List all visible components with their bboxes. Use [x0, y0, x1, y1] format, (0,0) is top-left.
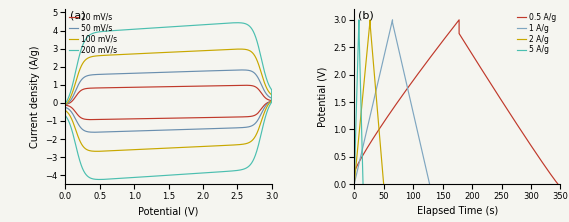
- Line: 100 mV/s: 100 mV/s: [65, 49, 272, 151]
- 0.5 A/g: [555, 183, 562, 186]
- 20 mV/s: [74, 113, 81, 115]
- 5 A/g: [354, 75, 361, 78]
- 20 mV/s: [252, 85, 259, 88]
- 2 A/g: [370, 65, 377, 67]
- 200 mV/s: [83, 37, 90, 40]
- 1 A/g: [406, 93, 413, 96]
- 100 mV/s: [252, 56, 259, 58]
- 1 A/g: [399, 63, 406, 66]
- 1 A/g: [376, 75, 382, 78]
- 5 A/g: [351, 183, 357, 186]
- 1 A/g: [360, 143, 367, 146]
- 200 mV/s: [96, 178, 103, 181]
- 20 mV/s: [242, 84, 249, 87]
- 50 mV/s: [62, 106, 69, 109]
- 20 mV/s: [62, 104, 69, 107]
- 100 mV/s: [62, 109, 69, 112]
- 1 A/g: [351, 183, 357, 186]
- 0.5 A/g: [447, 30, 453, 33]
- 20 mV/s: [62, 103, 69, 106]
- 50 mV/s: [83, 75, 90, 77]
- Line: 0.5 A/g: 0.5 A/g: [354, 20, 558, 184]
- Y-axis label: Current density (A/g): Current density (A/g): [30, 45, 40, 148]
- 50 mV/s: [92, 131, 98, 134]
- 100 mV/s: [263, 86, 270, 89]
- 0.5 A/g: [351, 171, 357, 174]
- 0.5 A/g: [369, 139, 376, 142]
- 2 A/g: [373, 96, 380, 99]
- 5 A/g: [360, 183, 366, 186]
- 50 mV/s: [238, 69, 245, 71]
- 5 A/g: [357, 97, 364, 99]
- 100 mV/s: [62, 103, 69, 106]
- Y-axis label: Potential (V): Potential (V): [318, 66, 328, 127]
- Line: 5 A/g: 5 A/g: [354, 20, 363, 184]
- 100 mV/s: [237, 48, 244, 50]
- Line: 20 mV/s: 20 mV/s: [65, 85, 272, 120]
- 50 mV/s: [62, 103, 69, 106]
- 0.5 A/g: [456, 18, 463, 21]
- Line: 200 mV/s: 200 mV/s: [65, 23, 272, 179]
- 0.5 A/g: [362, 150, 369, 152]
- 20 mV/s: [263, 97, 270, 100]
- 50 mV/s: [74, 121, 81, 123]
- Line: 2 A/g: 2 A/g: [354, 20, 384, 184]
- 100 mV/s: [93, 150, 100, 153]
- 2 A/g: [351, 183, 357, 186]
- 2 A/g: [373, 95, 380, 97]
- 50 mV/s: [252, 73, 259, 75]
- 50 mV/s: [263, 93, 270, 95]
- 1 A/g: [389, 18, 396, 21]
- 2 A/g: [380, 183, 387, 186]
- 5 A/g: [357, 65, 364, 68]
- Legend: 20 mV/s, 50 mV/s, 100 mV/s, 200 mV/s: 20 mV/s, 50 mV/s, 100 mV/s, 200 mV/s: [68, 11, 119, 56]
- 100 mV/s: [150, 147, 156, 150]
- 2 A/g: [364, 52, 370, 55]
- 2 A/g: [361, 75, 368, 78]
- 5 A/g: [356, 18, 362, 21]
- Text: (b): (b): [358, 11, 374, 21]
- 20 mV/s: [89, 118, 96, 121]
- 100 mV/s: [74, 133, 81, 135]
- 1 A/g: [406, 95, 413, 98]
- Text: (a): (a): [69, 11, 85, 21]
- 50 mV/s: [73, 121, 80, 123]
- X-axis label: Potential (V): Potential (V): [138, 206, 199, 216]
- 2 A/g: [354, 143, 361, 146]
- Legend: 0.5 A/g, 1 A/g, 2 A/g, 5 A/g: 0.5 A/g, 1 A/g, 2 A/g, 5 A/g: [516, 11, 558, 56]
- Line: 50 mV/s: 50 mV/s: [65, 70, 272, 132]
- 200 mV/s: [252, 35, 259, 38]
- 2 A/g: [366, 18, 373, 21]
- 1 A/g: [381, 52, 388, 55]
- 200 mV/s: [62, 102, 69, 105]
- 200 mV/s: [62, 114, 69, 117]
- 0.5 A/g: [409, 80, 416, 83]
- 20 mV/s: [83, 87, 90, 90]
- 20 mV/s: [150, 117, 156, 120]
- 0.5 A/g: [548, 174, 555, 176]
- 100 mV/s: [83, 58, 90, 60]
- 50 mV/s: [150, 129, 156, 132]
- 5 A/g: [354, 52, 361, 55]
- 200 mV/s: [263, 77, 270, 79]
- 5 A/g: [352, 143, 358, 146]
- 20 mV/s: [73, 113, 80, 115]
- 200 mV/s: [73, 149, 80, 152]
- X-axis label: Elapsed Time (s): Elapsed Time (s): [417, 206, 498, 216]
- 100 mV/s: [73, 132, 80, 135]
- Line: 1 A/g: 1 A/g: [354, 20, 430, 184]
- 200 mV/s: [74, 150, 81, 153]
- 200 mV/s: [150, 175, 156, 178]
- 200 mV/s: [234, 21, 241, 24]
- 1 A/g: [426, 183, 433, 186]
- 0.5 A/g: [513, 122, 519, 125]
- 5 A/g: [357, 95, 364, 98]
